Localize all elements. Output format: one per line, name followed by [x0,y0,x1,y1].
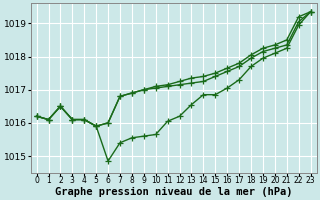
X-axis label: Graphe pression niveau de la mer (hPa): Graphe pression niveau de la mer (hPa) [55,186,292,197]
